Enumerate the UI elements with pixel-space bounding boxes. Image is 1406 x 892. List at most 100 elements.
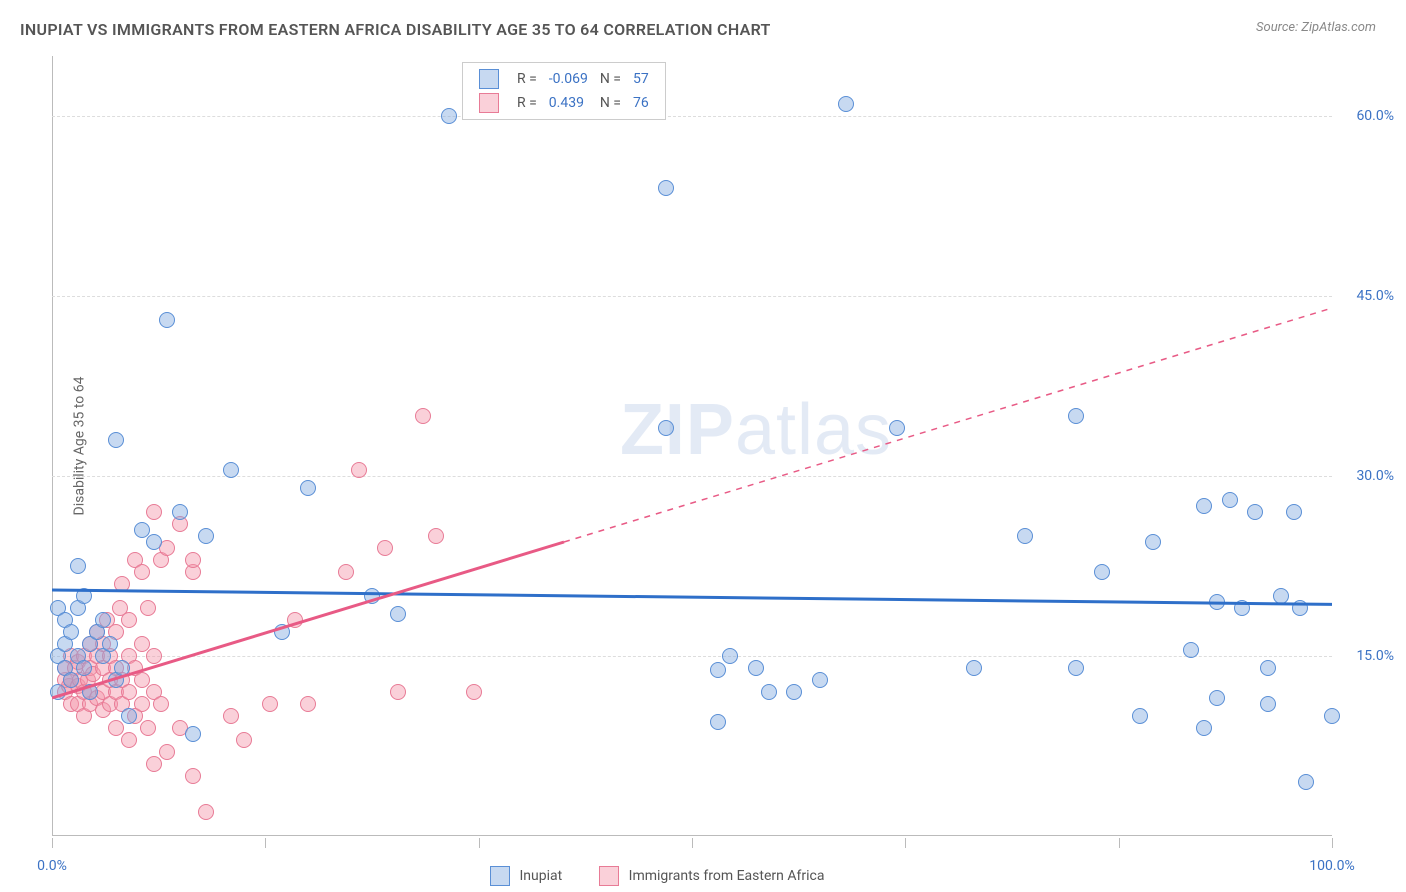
x-tick — [1332, 838, 1333, 848]
inupiat-point — [786, 684, 802, 700]
immigrants-point — [159, 744, 175, 760]
inupiat-point — [1222, 492, 1238, 508]
gridline — [52, 116, 1332, 117]
immigrants-point — [108, 720, 124, 736]
inupiat-point — [1017, 528, 1033, 544]
inupiat-label: Inupiat — [519, 868, 562, 884]
immigrants-point — [185, 552, 201, 568]
inupiat-point — [121, 708, 137, 724]
y-tick-label: 15.0% — [1356, 648, 1394, 664]
inupiat-point — [364, 588, 380, 604]
immigrants-point — [134, 696, 150, 712]
inupiat-point — [1068, 408, 1084, 424]
immigrants-point — [223, 708, 239, 724]
inupiat-point — [722, 648, 738, 664]
y-tick-label: 45.0% — [1356, 288, 1394, 304]
inupiat-point — [966, 660, 982, 676]
y-tick-label: 60.0% — [1356, 108, 1394, 124]
immigrants-point — [146, 504, 162, 520]
x-tick — [692, 838, 693, 848]
immigrants-swatch — [479, 93, 499, 113]
x-tick — [1119, 838, 1120, 848]
inupiat-point — [76, 588, 92, 604]
inupiat-point — [1324, 708, 1340, 724]
inupiat-point — [441, 108, 457, 124]
inupiat-point — [1196, 498, 1212, 514]
x-tick — [265, 838, 266, 848]
inupiat-point — [76, 660, 92, 676]
correlation-legend: R = -0.069 N = 57 R = 0.439 N = 76 — [462, 62, 666, 120]
inupiat-point — [1196, 720, 1212, 736]
x-tick — [479, 838, 480, 848]
inupiat-point — [658, 420, 674, 436]
inupiat-point — [1298, 774, 1314, 790]
immigrants-point — [338, 564, 354, 580]
inupiat-point — [50, 684, 66, 700]
x-tick-label: 0.0% — [37, 858, 67, 874]
inupiat-point — [748, 660, 764, 676]
y-tick-label: 30.0% — [1356, 468, 1394, 484]
inupiat-point — [185, 726, 201, 742]
inupiat-point — [761, 684, 777, 700]
inupiat-point — [1209, 594, 1225, 610]
x-tick — [905, 838, 906, 848]
immigrants-point — [146, 648, 162, 664]
inupiat-point — [1094, 564, 1110, 580]
inupiat-point — [198, 528, 214, 544]
inupiat-point — [114, 660, 130, 676]
inupiat-point — [274, 624, 290, 640]
inupiat-point — [70, 558, 86, 574]
inupiat-point — [172, 504, 188, 520]
inupiat-point — [1247, 504, 1263, 520]
gridline — [52, 296, 1332, 297]
immigrants-point — [134, 564, 150, 580]
inupiat-point — [1286, 504, 1302, 520]
chart-title: INUPIAT VS IMMIGRANTS FROM EASTERN AFRIC… — [20, 20, 771, 39]
series-legend: Inupiat Immigrants from Eastern Africa — [490, 866, 830, 886]
immigrants-point — [121, 684, 137, 700]
immigrants-point — [428, 528, 444, 544]
immigrants-point — [185, 768, 201, 784]
x-tick — [52, 838, 53, 848]
inupiat-point — [108, 432, 124, 448]
inupiat-point — [63, 672, 79, 688]
immigrants-point — [377, 540, 393, 556]
immigrants-n: 76 — [627, 91, 655, 115]
inupiat-point — [710, 662, 726, 678]
immigrants-r: 0.439 — [543, 91, 594, 115]
inupiat-point — [1273, 588, 1289, 604]
immigrants-point — [390, 684, 406, 700]
inupiat-point — [1209, 690, 1225, 706]
inupiat-point — [710, 714, 726, 730]
inupiat-swatch — [479, 69, 499, 89]
inupiat-point — [1145, 534, 1161, 550]
inupiat-n: 57 — [627, 67, 655, 91]
inupiat-point — [63, 624, 79, 640]
inupiat-point — [658, 180, 674, 196]
immigrants-point — [114, 576, 130, 592]
immigrants-point — [415, 408, 431, 424]
immigrants-point — [466, 684, 482, 700]
inupiat-point — [1183, 642, 1199, 658]
immigrants-label: Immigrants from Eastern Africa — [629, 868, 825, 884]
inupiat-point — [102, 636, 118, 652]
immigrants-point — [121, 732, 137, 748]
immigrants-point — [236, 732, 252, 748]
inupiat-point — [1068, 660, 1084, 676]
immigrants-point — [287, 612, 303, 628]
gridline — [52, 476, 1332, 477]
inupiat-point — [812, 672, 828, 688]
inupiat-point — [1292, 600, 1308, 616]
immigrants-point — [140, 720, 156, 736]
inupiat-point — [1132, 708, 1148, 724]
immigrants-point — [300, 696, 316, 712]
inupiat-point — [159, 312, 175, 328]
inupiat-point — [390, 606, 406, 622]
inupiat-point — [134, 522, 150, 538]
inupiat-point — [889, 420, 905, 436]
inupiat-swatch-bottom — [490, 866, 510, 886]
inupiat-point — [223, 462, 239, 478]
immigrants-point — [146, 756, 162, 772]
x-tick-label: 100.0% — [1309, 858, 1354, 874]
inupiat-point — [1260, 696, 1276, 712]
